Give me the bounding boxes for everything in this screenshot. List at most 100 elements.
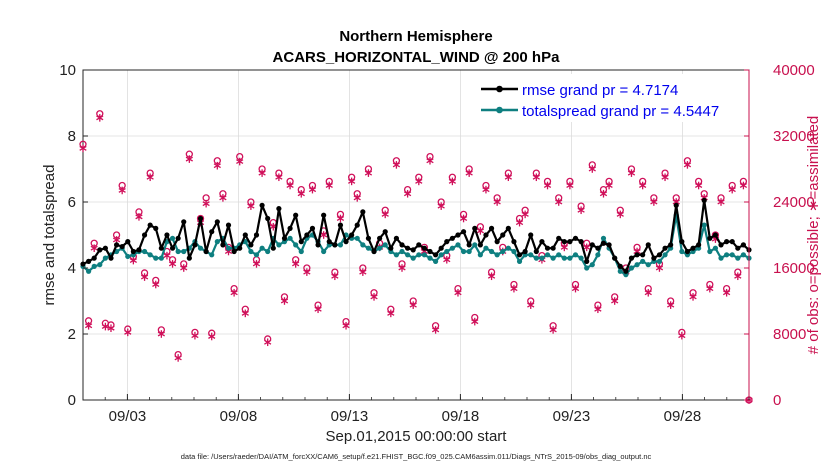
chart-title-line1: Northern Hemisphere	[339, 28, 492, 45]
spread-point	[225, 245, 232, 251]
rmse-point	[248, 242, 254, 248]
obs-assimilated-marker	[532, 173, 540, 182]
rmse-point	[108, 255, 114, 261]
obs-assimilated-marker	[275, 173, 283, 182]
rmse-point	[91, 255, 97, 261]
obs-assimilated-marker	[605, 181, 613, 190]
obs-assimilated-marker	[471, 317, 479, 326]
rmse-point	[427, 248, 433, 255]
obs-assimilated-marker	[739, 181, 748, 190]
obs-assimilated-marker	[336, 214, 345, 223]
asterisk-stroke	[566, 183, 574, 188]
obs-assimilated-marker	[588, 165, 596, 173]
x-axis-ticks: 09/03 09/08 09/13 09/18 09/23 09/28	[82, 394, 750, 425]
asterisk-stroke	[168, 261, 177, 267]
asterisk-stroke	[280, 298, 289, 304]
asterisk-stroke	[353, 195, 361, 201]
obs-assimilated-marker	[314, 305, 322, 314]
asterisk-stroke	[678, 333, 686, 339]
rmse-point	[169, 245, 176, 251]
spread-point	[544, 252, 551, 258]
asterisk-stroke	[409, 302, 417, 308]
spread-point	[488, 248, 495, 255]
asterisk-stroke	[219, 195, 227, 201]
obs-assimilated-marker	[180, 264, 188, 272]
spread-point	[550, 255, 556, 261]
rmse-point	[332, 242, 338, 248]
obs-assimilated-marker	[476, 227, 484, 235]
rmse-point	[718, 242, 724, 248]
obs-assimilated-marker	[146, 173, 154, 182]
asterisk-stroke	[292, 261, 300, 267]
asterisk-stroke	[521, 211, 529, 217]
rmse-point	[287, 225, 293, 231]
legend-label-spread: totalspread grand pr = 4.5447	[522, 103, 719, 120]
asterisk-stroke	[146, 174, 154, 180]
rmse-point	[494, 239, 500, 245]
rmse-point	[640, 252, 646, 258]
obs-assimilated-marker	[504, 173, 512, 182]
spread-point	[578, 255, 584, 261]
asterisk-stroke	[639, 183, 647, 188]
spread-point	[354, 235, 360, 241]
rmse-point	[729, 239, 735, 245]
rmse-point	[321, 212, 327, 218]
rmse-point	[684, 248, 691, 255]
spread-point	[556, 252, 562, 258]
obs-assimilated-marker	[706, 284, 714, 293]
rmse-point	[410, 247, 416, 253]
asterisk-stroke	[532, 174, 540, 180]
right-tick-label: 32000	[773, 128, 815, 145]
obs-assimilated-marker	[639, 181, 647, 190]
rmse-point	[304, 232, 310, 238]
asterisk-stroke	[135, 214, 143, 220]
asterisk-stroke	[695, 183, 703, 188]
obs-assimilated-marker	[101, 322, 110, 331]
rmse-point	[298, 239, 304, 245]
spread-point	[466, 248, 472, 255]
rmse-point	[276, 206, 282, 212]
rmse-point	[393, 235, 400, 241]
obs-assimilated-marker	[96, 114, 104, 122]
obs-assimilated-marker	[84, 321, 93, 330]
asterisk-stroke	[320, 232, 328, 238]
rmse-point	[701, 197, 707, 203]
obs-assimilated-marker	[560, 243, 568, 252]
asterisk-stroke	[297, 191, 305, 197]
rmse-point	[472, 225, 478, 231]
asterisk-stroke	[717, 199, 725, 205]
obs-assimilated-marker	[594, 305, 602, 314]
spread-point	[175, 248, 181, 255]
asterisk-stroke	[140, 274, 149, 280]
obs-assimilated-marker	[392, 161, 401, 169]
obs-assimilated-marker	[571, 284, 580, 293]
spread-point	[572, 252, 579, 258]
asterisk-stroke	[180, 265, 188, 271]
obs-assimilated-marker	[135, 213, 143, 221]
left-tick-label: 8	[68, 128, 76, 145]
obs-assimilated-marker	[174, 354, 182, 362]
legend: rmse grand pr = 4.7174 totalspread grand…	[476, 74, 745, 122]
spread-point	[500, 248, 506, 255]
asterisk-stroke	[381, 211, 389, 217]
rmse-point	[147, 222, 153, 228]
rmse-point	[399, 242, 405, 248]
rmse-point	[337, 222, 344, 228]
rmse-point	[315, 242, 321, 248]
spread-point	[707, 248, 713, 255]
asterisk-stroke	[588, 166, 596, 172]
rmse-point	[432, 252, 439, 258]
rmse-point	[656, 252, 663, 258]
rmse-point	[668, 242, 674, 248]
spread-point	[528, 252, 534, 258]
asterisk-stroke	[392, 162, 401, 168]
obs-assimilated-marker	[320, 231, 328, 239]
spread-point	[595, 252, 601, 258]
obs-assimilated-marker	[437, 202, 445, 210]
spread-point	[533, 255, 539, 261]
rmse-point	[483, 232, 489, 238]
chart-title-line2: ACARS_HORIZONTAL_WIND @ 200 hPa	[273, 49, 561, 66]
spread-point	[153, 255, 159, 261]
obs-assimilated-marker	[543, 181, 552, 190]
asterisk-stroke	[471, 319, 479, 325]
